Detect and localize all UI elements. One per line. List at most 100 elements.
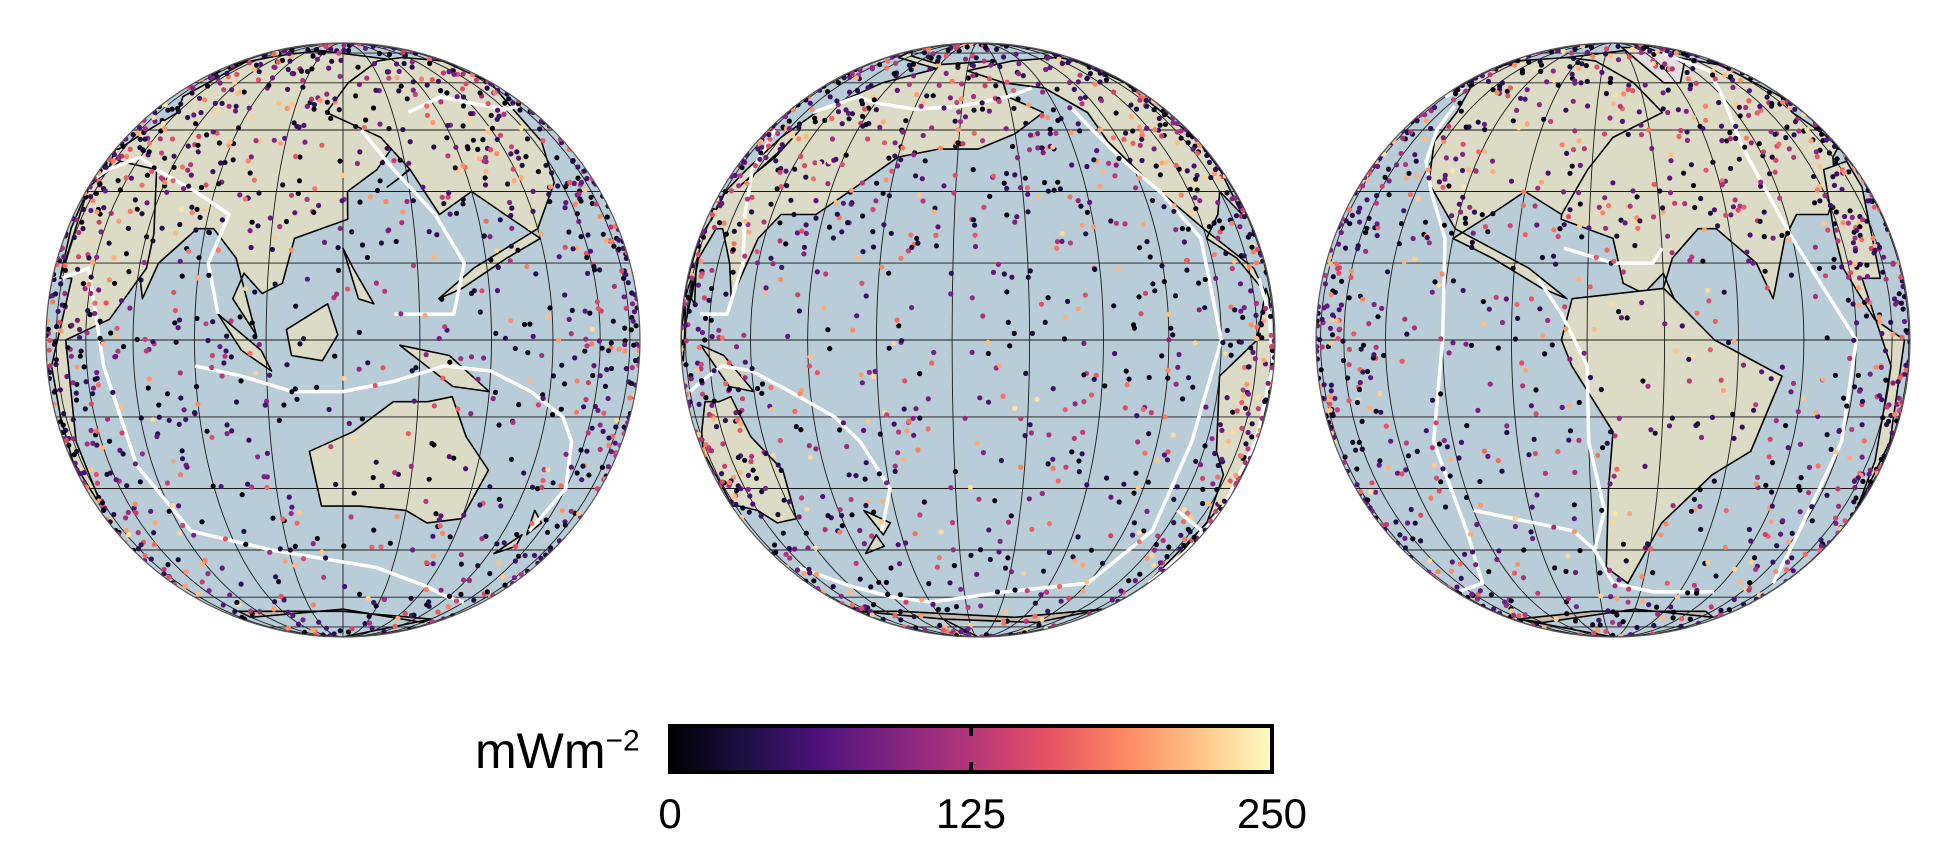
heat-flow-point — [1244, 381, 1250, 387]
heat-flow-point — [1622, 220, 1628, 226]
heat-flow-point — [927, 66, 933, 72]
heat-flow-point — [1443, 155, 1449, 161]
heat-flow-point — [1850, 301, 1856, 307]
heat-flow-point — [912, 531, 918, 537]
heat-flow-point — [965, 75, 971, 81]
heat-flow-point — [1474, 596, 1481, 602]
heat-flow-point — [948, 291, 954, 297]
heat-flow-point — [1375, 163, 1381, 169]
heat-flow-point — [694, 367, 700, 373]
heat-flow-point — [1625, 599, 1631, 605]
heat-flow-point — [1551, 253, 1557, 259]
heat-flow-point — [1317, 337, 1323, 343]
heat-flow-point — [1327, 407, 1333, 413]
heat-flow-point — [883, 65, 890, 71]
heat-flow-point — [877, 431, 883, 437]
heat-flow-point — [796, 308, 802, 314]
heat-flow-point — [1011, 330, 1017, 336]
heat-flow-point — [1752, 555, 1758, 561]
heat-flow-point — [1374, 193, 1380, 199]
heat-flow-point — [391, 158, 397, 164]
heat-flow-point — [66, 442, 72, 448]
heat-flow-point — [1768, 129, 1774, 135]
heat-flow-point — [1630, 188, 1636, 194]
heat-flow-point — [1161, 452, 1167, 458]
heat-flow-point — [1263, 397, 1269, 403]
heat-flow-point — [766, 132, 772, 138]
heat-flow-point — [1047, 126, 1053, 132]
heat-flow-point — [113, 353, 119, 360]
heat-flow-point — [713, 424, 720, 430]
heat-flow-point — [353, 123, 359, 130]
heat-flow-point — [195, 142, 201, 148]
heat-flow-point — [1524, 87, 1530, 93]
heat-flow-point — [1440, 466, 1446, 472]
heat-flow-point — [111, 255, 117, 261]
heat-flow-point — [346, 420, 352, 427]
heat-flow-point — [865, 105, 872, 111]
heat-flow-point — [377, 178, 383, 184]
heat-flow-point — [477, 309, 483, 315]
heat-flow-point — [587, 248, 594, 254]
heat-flow-point — [548, 184, 554, 190]
heat-flow-point — [1206, 224, 1212, 230]
heat-flow-point — [1373, 344, 1379, 350]
heat-flow-point — [94, 375, 100, 381]
heat-flow-point — [1831, 182, 1838, 188]
heat-flow-point — [1845, 297, 1851, 303]
heat-flow-point — [241, 528, 247, 535]
heat-flow-point — [1056, 56, 1062, 62]
heat-flow-point — [770, 452, 776, 458]
heat-flow-point — [460, 577, 467, 583]
heat-flow-point — [540, 477, 546, 484]
heat-flow-point — [90, 197, 96, 204]
heat-flow-point — [1510, 612, 1517, 618]
heat-flow-point — [1054, 239, 1061, 245]
heat-flow-point — [146, 140, 153, 146]
heat-flow-point — [1066, 79, 1073, 86]
heat-flow-point — [1055, 179, 1061, 185]
heat-flow-point — [393, 238, 399, 245]
heat-flow-point — [189, 90, 195, 96]
heat-flow-point — [1334, 261, 1340, 267]
heat-flow-point — [1175, 364, 1181, 370]
heat-flow-point — [1786, 146, 1792, 152]
heat-flow-point — [903, 599, 909, 605]
heat-flow-point — [1579, 61, 1585, 67]
heat-flow-point — [90, 440, 96, 446]
heat-flow-point — [379, 483, 385, 489]
heat-flow-point — [1446, 123, 1452, 129]
heat-flow-point — [380, 365, 386, 371]
heat-flow-point — [1790, 568, 1796, 574]
heat-flow-point — [81, 470, 87, 476]
heat-flow-point — [937, 145, 943, 151]
heat-flow-point — [1770, 235, 1776, 241]
heat-flow-point — [1811, 173, 1817, 180]
heat-flow-point — [1050, 465, 1056, 472]
heat-flow-point — [1456, 201, 1462, 207]
heat-flow-point — [1342, 454, 1348, 460]
heat-flow-point — [898, 255, 904, 261]
heat-flow-point — [940, 627, 946, 633]
heat-flow-point — [1451, 97, 1457, 103]
heat-flow-point — [1639, 574, 1645, 580]
heat-flow-point — [1386, 192, 1392, 198]
heat-flow-point — [575, 175, 581, 181]
heat-flow-point — [1864, 273, 1871, 280]
heat-flow-point — [1046, 549, 1052, 556]
heat-flow-point — [853, 560, 859, 567]
heat-flow-point — [1327, 401, 1333, 407]
heat-flow-point — [865, 136, 871, 142]
heat-flow-point — [1166, 311, 1172, 317]
heat-flow-point — [608, 340, 614, 346]
heat-flow-point — [447, 359, 453, 365]
heat-flow-point — [1427, 558, 1433, 564]
heat-flow-point — [1757, 103, 1763, 109]
heat-flow-point — [246, 437, 252, 443]
heat-flow-point — [135, 546, 141, 552]
heat-flow-point — [321, 574, 327, 581]
heat-flow-point — [1768, 518, 1774, 524]
heat-flow-point — [1630, 88, 1636, 94]
heat-flow-point — [151, 530, 157, 536]
heat-flow-point — [1668, 52, 1674, 58]
